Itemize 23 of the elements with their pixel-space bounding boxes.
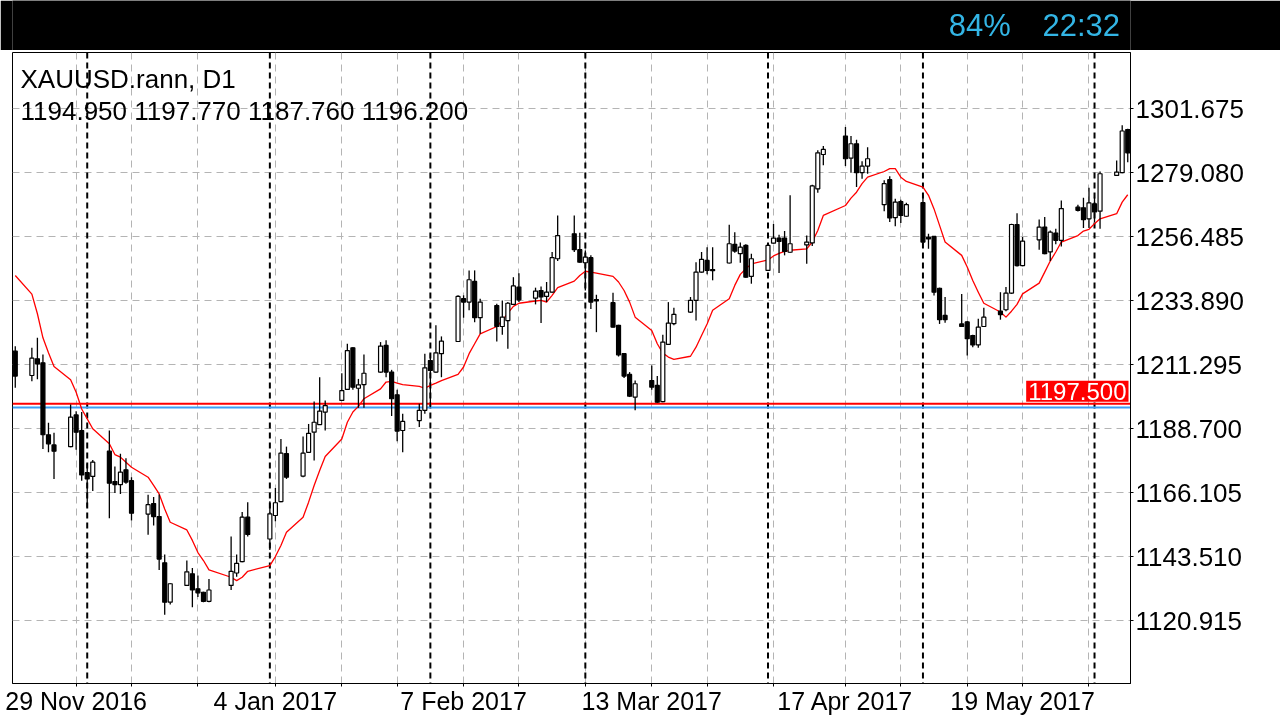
x-tick-label: 13 Mar 2017 [581, 686, 722, 715]
text: 1194.950 1197.770 1187.760 1196.200 [20, 95, 469, 126]
x-tick-label: 17 Apr 2017 [777, 686, 913, 715]
x-tick-label: 29 Nov 2016 [5, 686, 148, 715]
text: 22:32 [1042, 8, 1121, 43]
y-tick-label: 1279.080 [1135, 157, 1244, 188]
candlestick [339, 372, 345, 402]
y-tick-label: 1233.890 [1135, 285, 1244, 316]
text: 84% [948, 8, 1011, 43]
y-tick-label: 1188.700 [1135, 413, 1243, 444]
y-tick-label: 1301.675 [1135, 93, 1244, 124]
candlestick [997, 291, 1004, 321]
y-tick-label: 1143.510 [1135, 541, 1243, 572]
y-tick-label: 1120.915 [1135, 605, 1243, 636]
text: XAUUSD.rann, D1 [20, 63, 236, 94]
candlestick [51, 432, 57, 480]
y-tick-label: 1211.295 [1135, 349, 1243, 380]
x-tick-label: 19 May 2017 [950, 686, 1095, 715]
x-tick-label: 4 Jan 2017 [213, 686, 338, 715]
y-tick-label: 1166.105 [1135, 477, 1243, 508]
y-tick-label: 1256.485 [1135, 221, 1244, 252]
ref-line-label: 1197.500 [1028, 377, 1127, 405]
x-tick-label: 7 Feb 2017 [400, 686, 527, 715]
